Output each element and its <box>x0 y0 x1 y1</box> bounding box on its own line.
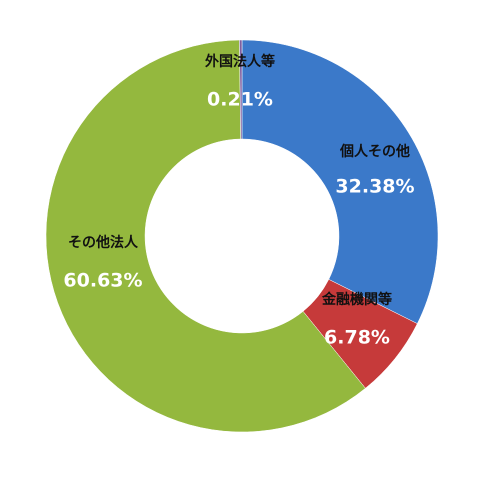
donut-segment <box>45 39 366 433</box>
value-label: 6.78% <box>324 327 390 349</box>
donut-segment <box>239 39 243 140</box>
category-label: 個人その他 <box>339 143 410 160</box>
category-label: 金融機関等 <box>321 291 392 308</box>
category-label: その他法人 <box>68 234 139 251</box>
value-label: 32.38% <box>335 176 414 198</box>
donut-segment <box>241 39 439 324</box>
value-label: 60.63% <box>63 270 142 292</box>
category-label: 外国法人等 <box>205 53 275 70</box>
value-label: 0.21% <box>207 89 273 111</box>
